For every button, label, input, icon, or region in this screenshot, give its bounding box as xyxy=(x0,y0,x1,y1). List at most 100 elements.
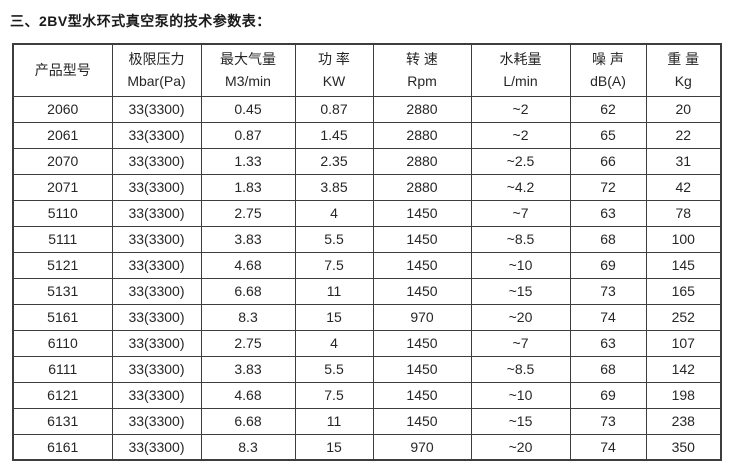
table-cell: 11 xyxy=(294,277,374,305)
column-header-name: 重 量 xyxy=(667,51,700,68)
table-row: 5121 33(3300) 4.68 7.5 1450 ~10 69 145 xyxy=(12,251,722,279)
table-cell: 4.68 xyxy=(200,251,296,279)
table-cell: ~20 xyxy=(470,433,571,461)
column-header-unit: KW xyxy=(322,73,346,90)
table-cell: 8.3 xyxy=(200,303,296,331)
table-cell: 31 xyxy=(645,147,722,175)
table-cell: ~7 xyxy=(470,329,571,357)
table-cell: ~2 xyxy=(470,121,571,149)
table-cell: 4.68 xyxy=(200,381,296,409)
table-cell: 3.85 xyxy=(294,173,374,201)
column-header-name: 极限压力 xyxy=(128,51,185,68)
pump-specs-table: 产品型号 极限压力 Mbar(Pa) 最大气量 M3/min 功 率 KW 转 速 Rpm 水耗量… xyxy=(12,43,722,461)
table-cell: 1450 xyxy=(372,225,472,253)
table-cell: 33(3300) xyxy=(111,121,202,149)
table-cell: 33(3300) xyxy=(111,173,202,201)
table-cell: 69 xyxy=(569,251,647,279)
table-cell: ~8.5 xyxy=(470,355,571,383)
table-cell: 78 xyxy=(645,199,722,227)
table-cell: 2880 xyxy=(372,173,472,201)
table-cell: 33(3300) xyxy=(111,199,202,227)
table-cell: 6111 xyxy=(12,355,113,383)
table-cell: 5.5 xyxy=(294,225,374,253)
table-cell: 65 xyxy=(569,121,647,149)
column-header-unit: dB(A) xyxy=(590,73,626,90)
table-cell: 100 xyxy=(645,225,722,253)
table-row: 2061 33(3300) 0.87 1.45 2880 ~2 65 22 xyxy=(12,121,722,149)
table-cell: 5161 xyxy=(12,303,113,331)
table-cell: 73 xyxy=(569,407,647,435)
table-cell: 6.68 xyxy=(200,277,296,305)
table-cell: 6121 xyxy=(12,381,113,409)
table-cell: 1.45 xyxy=(294,121,374,149)
table-row: 6110 33(3300) 2.75 4 1450 ~7 63 107 xyxy=(12,329,722,357)
table-cell: 3.83 xyxy=(200,225,296,253)
table-cell: 6131 xyxy=(12,407,113,435)
table-cell: 5131 xyxy=(12,277,113,305)
table-cell: 6.68 xyxy=(200,407,296,435)
column-header: 噪 声 dB(A) xyxy=(569,43,647,97)
table-cell: 11 xyxy=(294,407,374,435)
table-cell: 69 xyxy=(569,381,647,409)
table-cell: 107 xyxy=(645,329,722,357)
table-cell: 2.75 xyxy=(200,199,296,227)
column-header-name: 功 率 xyxy=(318,51,350,68)
table-cell: 8.3 xyxy=(200,433,296,461)
table-cell: 1450 xyxy=(372,381,472,409)
column-header-name: 最大气量 xyxy=(220,51,276,68)
table-cell: 0.45 xyxy=(200,95,296,123)
table-cell: 33(3300) xyxy=(111,329,202,357)
table-cell: 33(3300) xyxy=(111,407,202,435)
table-cell: 74 xyxy=(569,303,647,331)
table-cell: 2071 xyxy=(12,173,113,201)
table-row: 6111 33(3300) 3.83 5.5 1450 ~8.5 68 142 xyxy=(12,355,722,383)
table-cell: 63 xyxy=(569,329,647,357)
table-cell: ~15 xyxy=(470,277,571,305)
table-header-row: 产品型号 极限压力 Mbar(Pa) 最大气量 M3/min 功 率 KW 转 速 Rpm 水耗量… xyxy=(12,43,722,97)
table-cell: 252 xyxy=(645,303,722,331)
table-cell: 73 xyxy=(569,277,647,305)
table-cell: ~10 xyxy=(470,381,571,409)
table-cell: 22 xyxy=(645,121,722,149)
table-cell: 5111 xyxy=(12,225,113,253)
table-row: 6161 33(3300) 8.3 15 970 ~20 74 350 xyxy=(12,433,722,461)
column-header-name: 噪 声 xyxy=(592,51,624,68)
table-cell: 2.35 xyxy=(294,147,374,175)
table-cell: 33(3300) xyxy=(111,147,202,175)
table-cell: 2070 xyxy=(12,147,113,175)
table-row: 6131 33(3300) 6.68 11 1450 ~15 73 238 xyxy=(12,407,722,435)
table-cell: 72 xyxy=(569,173,647,201)
table-row: 2070 33(3300) 1.33 2.35 2880 ~2.5 66 31 xyxy=(12,147,722,175)
table-cell: 1450 xyxy=(372,199,472,227)
table-cell: 33(3300) xyxy=(111,251,202,279)
table-row: 6121 33(3300) 4.68 7.5 1450 ~10 69 198 xyxy=(12,381,722,409)
table-row: 2060 33(3300) 0.45 0.87 2880 ~2 62 20 xyxy=(12,95,722,123)
table-cell: 33(3300) xyxy=(111,225,202,253)
column-header-name: 水耗量 xyxy=(499,51,542,68)
table-cell: 142 xyxy=(645,355,722,383)
table-cell: ~8.5 xyxy=(470,225,571,253)
column-header-name: 转 速 xyxy=(406,51,438,68)
column-header-name: 产品型号 xyxy=(34,62,91,79)
table-cell: 33(3300) xyxy=(111,277,202,305)
table-cell: 6110 xyxy=(12,329,113,357)
table-cell: 7.5 xyxy=(294,251,374,279)
table-cell: 7.5 xyxy=(294,381,374,409)
column-header-unit: M3/min xyxy=(225,73,271,90)
table-cell: 42 xyxy=(645,173,722,201)
table-cell: 68 xyxy=(569,355,647,383)
table-cell: 970 xyxy=(372,433,472,461)
table-cell: 3.83 xyxy=(200,355,296,383)
table-cell: 2060 xyxy=(12,95,113,123)
column-header: 转 速 Rpm xyxy=(372,43,472,97)
table-cell: 6161 xyxy=(12,433,113,461)
table-row: 5110 33(3300) 2.75 4 1450 ~7 63 78 xyxy=(12,199,722,227)
table-cell: 2880 xyxy=(372,121,472,149)
table-row: 2071 33(3300) 1.83 3.85 2880 ~4.2 72 42 xyxy=(12,173,722,201)
table-cell: 33(3300) xyxy=(111,303,202,331)
table-cell: 1450 xyxy=(372,355,472,383)
table-cell: 165 xyxy=(645,277,722,305)
column-header-unit: Kg xyxy=(674,73,692,90)
table-cell: 33(3300) xyxy=(111,381,202,409)
